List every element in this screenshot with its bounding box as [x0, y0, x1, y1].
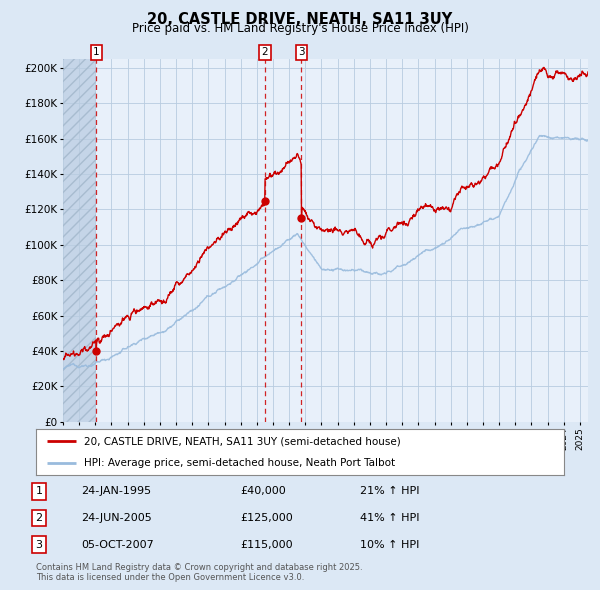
- Text: 24-JAN-1995: 24-JAN-1995: [81, 487, 151, 496]
- Bar: [63, 59, 97, 422]
- Text: 05-OCT-2007: 05-OCT-2007: [81, 540, 154, 549]
- Text: 3: 3: [298, 47, 305, 57]
- Text: Contains HM Land Registry data © Crown copyright and database right 2025.: Contains HM Land Registry data © Crown c…: [36, 563, 362, 572]
- Text: £125,000: £125,000: [240, 513, 293, 523]
- Text: 3: 3: [35, 540, 43, 549]
- Text: 1: 1: [35, 487, 43, 496]
- Text: £115,000: £115,000: [240, 540, 293, 549]
- Text: 2: 2: [261, 47, 268, 57]
- Text: 10% ↑ HPI: 10% ↑ HPI: [360, 540, 419, 549]
- Text: HPI: Average price, semi-detached house, Neath Port Talbot: HPI: Average price, semi-detached house,…: [83, 457, 395, 467]
- Bar: [63, 59, 97, 422]
- Text: £40,000: £40,000: [240, 487, 286, 496]
- Text: 1: 1: [93, 47, 100, 57]
- Text: This data is licensed under the Open Government Licence v3.0.: This data is licensed under the Open Gov…: [36, 573, 304, 582]
- Text: Price paid vs. HM Land Registry's House Price Index (HPI): Price paid vs. HM Land Registry's House …: [131, 22, 469, 35]
- Text: 21% ↑ HPI: 21% ↑ HPI: [360, 487, 419, 496]
- Text: 41% ↑ HPI: 41% ↑ HPI: [360, 513, 419, 523]
- Text: 20, CASTLE DRIVE, NEATH, SA11 3UY (semi-detached house): 20, CASTLE DRIVE, NEATH, SA11 3UY (semi-…: [83, 437, 400, 447]
- Text: 2: 2: [35, 513, 43, 523]
- Text: 20, CASTLE DRIVE, NEATH, SA11 3UY: 20, CASTLE DRIVE, NEATH, SA11 3UY: [148, 12, 452, 27]
- Text: 24-JUN-2005: 24-JUN-2005: [81, 513, 152, 523]
